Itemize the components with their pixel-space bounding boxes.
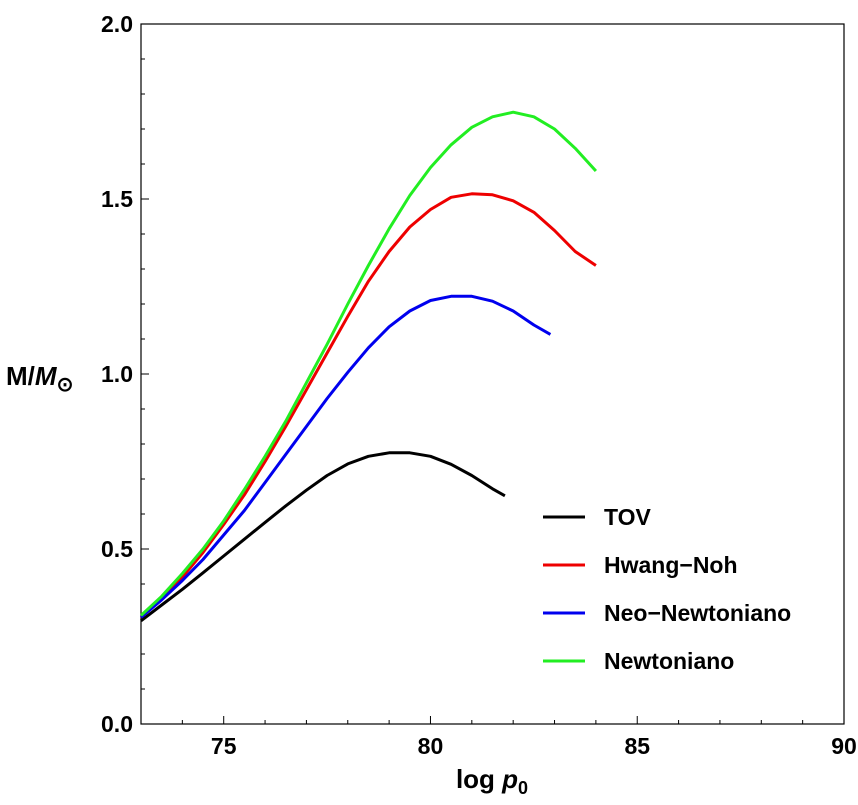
x-tick-label: 80 <box>418 733 444 759</box>
x-axis-label-main: log <box>456 764 502 794</box>
x-axis-label: log p0 <box>456 764 528 798</box>
legend-label: Newtoniano <box>604 648 734 674</box>
series-line-2 <box>139 192 597 619</box>
y-tick-label: 1.5 <box>101 186 133 212</box>
legend-label: TOV <box>604 504 652 530</box>
legend: TOV Hwang−Noh Neo−Newtoniano Newtoniano <box>543 504 791 674</box>
x-tick-label: 75 <box>211 733 237 759</box>
y-axis-label-main: M/ <box>6 361 35 391</box>
axis-ticks: 75 80 85 90 0.0 0.5 1.0 1.5 2.0 <box>101 11 857 759</box>
series-line-4 <box>139 110 598 617</box>
y-tick-label: 1.0 <box>101 361 133 387</box>
x-tick-label: 90 <box>831 733 857 759</box>
series-line-3 <box>140 294 552 619</box>
y-tick-label: 0.5 <box>101 536 133 562</box>
y-axis-label-sub: ⊙ <box>57 374 74 396</box>
series-lines <box>139 110 598 622</box>
y-tick-label: 2.0 <box>101 11 133 37</box>
series-line-1 <box>140 451 506 622</box>
x-axis-label-sub: 0 <box>518 778 528 798</box>
x-axis-label-var: p <box>501 764 518 794</box>
y-tick-label: 0.0 <box>101 711 133 737</box>
legend-label: Neo−Newtoniano <box>604 600 791 626</box>
legend-label: Hwang−Noh <box>604 552 738 578</box>
y-axis-label-var: M <box>35 361 58 391</box>
y-axis-label: M/M⊙ <box>6 361 73 396</box>
x-tick-label: 85 <box>624 733 650 759</box>
